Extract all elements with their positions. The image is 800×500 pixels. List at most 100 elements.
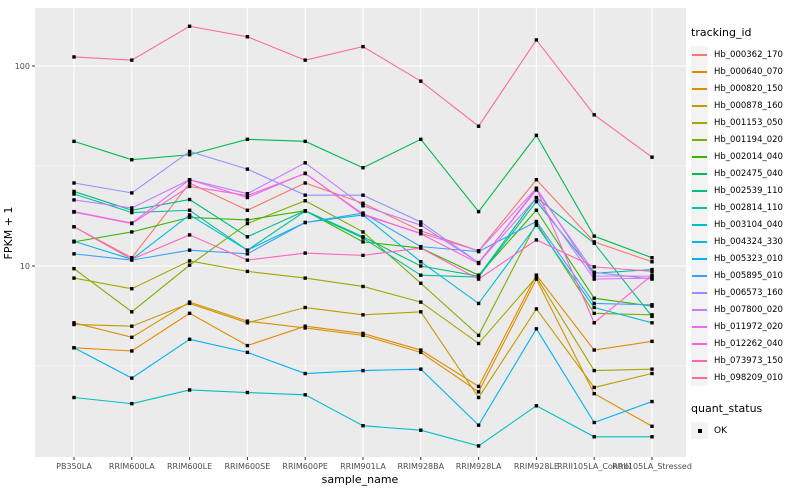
data-point: [130, 401, 134, 406]
data-point: [419, 273, 423, 277]
data-point: [303, 276, 307, 280]
data-point: [130, 257, 134, 262]
data-point: [72, 139, 76, 144]
legend-item-Hb_000640_070: Hb_000640_070: [691, 63, 799, 80]
legend-item-Hb_002014_040: Hb_002014_040: [691, 148, 799, 165]
data-point: [476, 301, 481, 306]
data-point: [245, 248, 250, 252]
series-color-swatch-icon: [692, 172, 707, 175]
data-point: [361, 236, 365, 240]
data-point: [130, 206, 134, 210]
data-point: [130, 208, 134, 212]
data-point: [650, 424, 654, 428]
data-point: [592, 301, 596, 306]
legend-series-label: Hb_011972_020: [714, 321, 783, 332]
data-point: [476, 275, 481, 279]
data-point: [72, 252, 76, 256]
data-point: [303, 209, 307, 213]
data-point: [245, 208, 250, 212]
data-point: [130, 349, 134, 353]
data-point: [72, 266, 76, 271]
data-point: [245, 321, 250, 325]
series-color-swatch-icon: [692, 70, 707, 73]
series-color-key: [691, 97, 708, 114]
data-point: [419, 220, 423, 224]
data-point: [592, 277, 596, 281]
data-point: [419, 229, 423, 233]
data-point: [534, 38, 539, 42]
series-color-swatch-icon: [692, 53, 707, 56]
data-point: [534, 178, 539, 182]
legend-series-label: Hb_004324_330: [714, 236, 783, 247]
series-color-key: [691, 335, 708, 352]
data-point: [361, 313, 365, 317]
data-point: [650, 339, 654, 344]
data-point: [361, 333, 365, 338]
data-point: [592, 241, 596, 245]
data-point: [476, 390, 481, 394]
data-point: [419, 428, 423, 432]
data-point: [303, 193, 307, 197]
legend-title-tracking-id: tracking_id: [691, 26, 752, 39]
data-point: [245, 218, 250, 222]
data-point: [476, 249, 481, 253]
legend-series-label: Hb_007800_020: [714, 304, 783, 315]
y-tick-label-100: 100: [15, 62, 30, 71]
legend-item-Hb_002475_040: Hb_002475_040: [691, 165, 799, 182]
legend-series-label: Hb_000640_070: [714, 66, 783, 77]
data-point: [72, 346, 76, 350]
data-point: [650, 399, 654, 404]
x-axis-title: sample_name: [322, 473, 399, 486]
data-point: [303, 161, 307, 165]
data-point: [130, 287, 134, 291]
data-point: [650, 267, 654, 272]
data-point: [650, 269, 654, 274]
data-point: [419, 264, 423, 268]
legend-series-label: Hb_005895_010: [714, 270, 783, 281]
data-point: [187, 181, 192, 185]
data-point: [534, 219, 539, 224]
data-point: [303, 324, 307, 328]
data-point: [72, 198, 76, 202]
series-color-key: [691, 182, 708, 199]
data-point: [130, 376, 134, 380]
data-point: [130, 191, 134, 195]
data-point: [245, 258, 250, 262]
series-color-swatch-icon: [692, 87, 707, 90]
data-point: [419, 223, 423, 227]
data-point: [592, 435, 596, 439]
data-point: [130, 310, 134, 314]
data-point: [419, 79, 423, 83]
data-point: [592, 420, 596, 425]
data-point: [187, 197, 192, 202]
data-point: [592, 311, 596, 316]
data-point: [187, 149, 192, 154]
data-point: [130, 158, 134, 162]
plot-panel: [35, 8, 686, 457]
data-point: [476, 209, 481, 214]
x-tick-label: RRII105LA_Control: [557, 462, 631, 471]
data-point: [650, 367, 654, 371]
data-point: [650, 276, 654, 280]
data-point: [130, 58, 134, 62]
legend-series-label: Hb_002475_040: [714, 168, 783, 179]
chart-legend: tracking_id Hb_000362_170 Hb_000640_070 Hb…: [691, 26, 799, 439]
data-point: [592, 305, 596, 310]
legend-series-label: Hb_000878_160: [714, 100, 783, 111]
data-point: [72, 189, 76, 194]
series-color-swatch-icon: [692, 223, 707, 226]
series-color-key: [691, 165, 708, 182]
legend-item-Hb_012262_040: Hb_012262_040: [691, 335, 799, 352]
data-point: [187, 263, 192, 267]
data-point: [476, 124, 481, 128]
data-point: [303, 139, 307, 144]
data-point: [303, 58, 307, 62]
data-point: [130, 210, 134, 215]
x-tick-label: PB350LA: [56, 462, 92, 471]
series-color-swatch-icon: [692, 206, 707, 209]
legend-item-Hb_004324_330: Hb_004324_330: [691, 233, 799, 250]
legend-quant-status: quant_status OK: [691, 402, 799, 439]
series-color-key: [691, 199, 708, 216]
data-point: [592, 391, 596, 396]
